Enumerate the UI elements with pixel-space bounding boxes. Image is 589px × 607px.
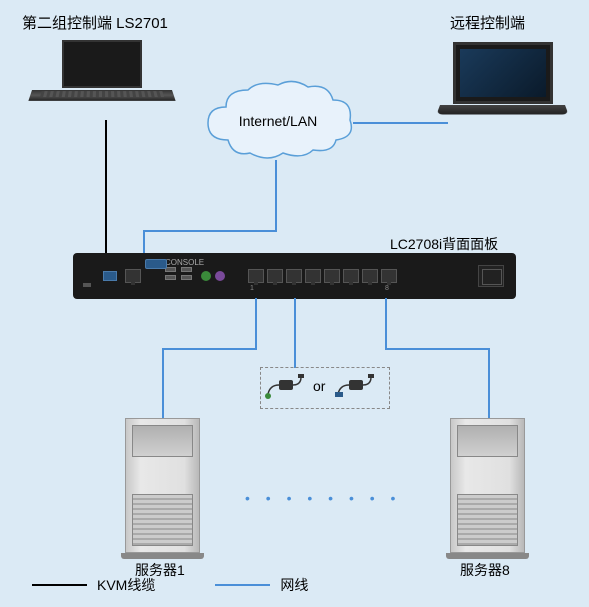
- rj45-6: [343, 269, 359, 283]
- kvm-switch: CONSOLE 1 8: [73, 253, 516, 299]
- net-port1-h: [162, 348, 257, 350]
- port-num-1: 1: [250, 285, 254, 292]
- label-console2: 第二组控制端 LS2701: [22, 12, 168, 33]
- internet-cloud: Internet/LAN: [198, 75, 358, 165]
- rj45-7: [362, 269, 378, 283]
- rj45-2: [267, 269, 283, 283]
- net-cloud-down: [275, 160, 277, 232]
- or-label: or: [313, 378, 325, 394]
- net-port8-h: [385, 348, 490, 350]
- rj45-4: [305, 269, 321, 283]
- usb-port-2: [165, 275, 176, 280]
- dongle-1: [265, 372, 305, 402]
- net-mid-v: [294, 298, 296, 368]
- net-port8-v: [385, 298, 387, 350]
- mgmt-rj45: [125, 269, 141, 283]
- net-srv1-v: [162, 348, 164, 420]
- rj45-1: [248, 269, 264, 283]
- legend-kvm-line: [32, 584, 87, 586]
- vga-port: [145, 259, 167, 269]
- remote-laptop: [440, 42, 565, 127]
- net-laptop: [353, 122, 448, 124]
- usb-port-3: [181, 267, 192, 272]
- net-v1: [143, 230, 145, 255]
- legend-net-label: 网线: [280, 575, 308, 595]
- rj45-5: [324, 269, 340, 283]
- ps2-green: [201, 271, 211, 281]
- rj45-3: [286, 269, 302, 283]
- net-srv8-v: [488, 348, 490, 420]
- power-socket: [478, 265, 504, 287]
- label-remote: 远程控制端: [450, 12, 525, 33]
- legend-net-line: [215, 584, 270, 586]
- ps2-purple: [215, 271, 225, 281]
- serial-port: [103, 271, 117, 281]
- legend: KVM线缆 网线: [32, 575, 308, 595]
- server-1: [125, 418, 200, 553]
- ellipsis-dots: • • • • • • • •: [245, 490, 401, 506]
- label-switch: LC2708i背面面板: [390, 234, 498, 254]
- mini-usb-port: [83, 283, 91, 287]
- legend-kvm-label: KVM线缆: [97, 575, 155, 595]
- port-num-8: 8: [385, 285, 389, 292]
- label-server8: 服务器8: [460, 560, 510, 580]
- kvm-line-v: [105, 120, 107, 255]
- usb-port-4: [181, 275, 192, 280]
- console-port-label: CONSOLE: [165, 258, 204, 267]
- kvm-console-device: [32, 40, 172, 115]
- rj45-8: [381, 269, 397, 283]
- net-port1-v: [255, 298, 257, 350]
- net-h1: [143, 230, 277, 232]
- cloud-label: Internet/LAN: [198, 113, 358, 129]
- server-8: [450, 418, 525, 553]
- dongle-2: [335, 372, 375, 402]
